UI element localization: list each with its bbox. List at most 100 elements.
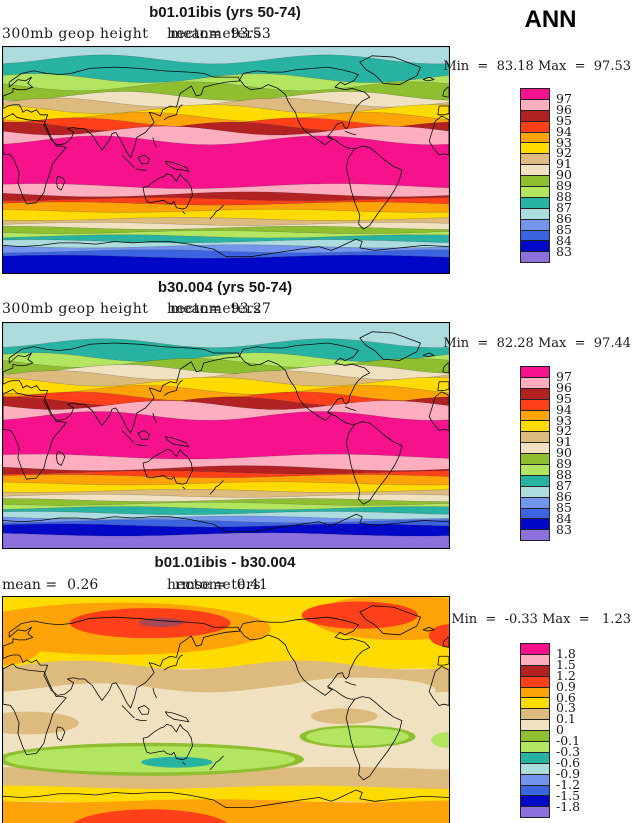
colorbar-cell — [520, 530, 550, 542]
coastline-path — [210, 481, 224, 495]
colorbar-tick-label: 0.9 — [556, 679, 576, 694]
panel2-field-label: 300mb geop height — [2, 301, 149, 317]
colorbar-cell — [520, 774, 550, 786]
colorbar-cell — [520, 508, 550, 520]
contour-band — [3, 135, 449, 189]
coastline-path — [136, 719, 147, 720]
colorbar-tick-label: 83 — [556, 522, 572, 537]
colorbar-cell — [520, 752, 550, 764]
panel3-min-value: -0.33 — [504, 612, 538, 627]
coastline-path — [360, 332, 421, 361]
coastline-path — [3, 790, 449, 808]
colorbar-tick-label: 95 — [556, 113, 572, 128]
colorbar-tick-label: 1.2 — [556, 668, 576, 683]
colorbar-tick-label: 83 — [556, 244, 572, 259]
panel2-mean-value: 93.27 — [230, 301, 271, 317]
coastline-path — [165, 712, 189, 722]
panel3-max-label: Max = — [542, 612, 590, 627]
panel1-mean-value: 93.53 — [230, 26, 271, 42]
panel3-subtitle-row: mean = 0.26 rmse = 0.41 hectometers — [0, 577, 448, 594]
colorbar-cell — [520, 219, 550, 231]
contour-band — [3, 454, 449, 471]
panel3-rmse-value: 0.41 — [236, 577, 268, 593]
coastline-path — [328, 413, 355, 424]
coastline-path — [122, 431, 134, 444]
coastline-path — [429, 666, 449, 705]
panel1-subtitle-row: 300mb geop height mean= 93.53 hectometers — [0, 26, 448, 43]
colorbar-tick-label: 0.3 — [556, 700, 576, 715]
coastline-path — [183, 211, 185, 214]
colorbar-tick-label: 88 — [556, 467, 572, 482]
colorbar-tick-label: 97 — [556, 369, 572, 384]
panel1-mean-group: mean= 93.53 — [170, 26, 271, 42]
coastline-path — [210, 756, 224, 770]
contour-band — [3, 97, 449, 114]
coastline-path — [443, 637, 449, 647]
colorbar-cell — [520, 421, 550, 433]
coastline-path — [438, 656, 449, 665]
coastline-path — [136, 169, 147, 170]
diff-region — [3, 619, 44, 666]
colorbar-cell — [520, 99, 550, 111]
colorbar-tick-label: -0.1 — [556, 733, 581, 748]
coastline-path — [183, 762, 185, 765]
coastline-path — [429, 392, 449, 431]
colorbar-cell — [520, 121, 550, 133]
colorbar-tick-label: 91 — [556, 434, 572, 449]
contour-band — [3, 502, 449, 510]
panel3-title: b01.01ibis - b30.004 — [154, 554, 296, 571]
season-label: ANN — [524, 6, 577, 33]
coastline-path — [423, 353, 434, 357]
colorbar-tick-label: 93 — [556, 413, 572, 428]
colorbar-cell — [520, 88, 550, 100]
panel3-mean-value: 0.26 — [67, 577, 99, 593]
colorbar-tick-label: 86 — [556, 211, 572, 226]
colorbar-tick-label: -1.8 — [556, 799, 581, 814]
panel2-max-value: 97.44 — [593, 336, 631, 351]
contour-band — [3, 197, 449, 206]
panel3-minmax-row: Min = -0.33 Max = 1.23 — [450, 612, 631, 627]
coastline-path — [122, 705, 134, 718]
coastline-path — [429, 116, 449, 155]
colorbar-cell — [520, 785, 550, 797]
contour-band — [3, 411, 449, 460]
colorbar-cell — [520, 497, 550, 509]
colorbar-cell — [520, 241, 550, 253]
diff-region — [306, 727, 409, 746]
panel2-max-label: Max = — [537, 336, 586, 351]
colorbar-cells — [520, 88, 550, 264]
coastline-path — [138, 431, 149, 440]
coastline-path — [423, 77, 434, 81]
colorbar-cell — [520, 709, 550, 721]
colorbar-tick-label: 90 — [556, 445, 572, 460]
panel2-mean-group: mean= 93.27 — [170, 301, 271, 317]
coastline-path — [443, 363, 449, 373]
colorbar-tick-label: 97 — [556, 91, 572, 106]
colorbar-tick-label: 0.6 — [556, 690, 576, 705]
colorbar-tick-label: 0.1 — [556, 711, 576, 726]
panel2-units-label: hectometers — [166, 301, 261, 317]
panel2-minmax-row: Min = 82.28 Max = 97.44 — [443, 336, 631, 351]
diff-region — [3, 711, 79, 735]
colorbar-tick-label: 92 — [556, 423, 572, 438]
colorbar-cell — [520, 176, 550, 188]
contour-band — [3, 494, 449, 502]
diff-region — [73, 809, 228, 823]
colorbar-tick-label: 89 — [556, 456, 572, 471]
colorbar-tick-label: 84 — [556, 511, 572, 526]
colorbar-cell — [520, 676, 550, 688]
coastline-path — [153, 137, 157, 147]
contour-band — [3, 112, 449, 127]
colorbar-tick-label: 96 — [556, 380, 572, 395]
coastline-path — [3, 239, 449, 257]
diff-region — [3, 799, 449, 823]
coastline-path — [56, 176, 65, 190]
coastline-path — [240, 617, 370, 695]
colorbar-case2: 97 96 95 94 93 92 91 90 89 88 87 86 85 84 83 — [520, 366, 620, 542]
contour-band — [3, 323, 449, 348]
diff-region — [301, 601, 418, 629]
colorbar-tick-label: 0 — [556, 722, 564, 737]
colorbar-cell — [520, 687, 550, 699]
coastline-path — [3, 343, 240, 433]
colorbar-tick-label: 90 — [556, 167, 572, 182]
